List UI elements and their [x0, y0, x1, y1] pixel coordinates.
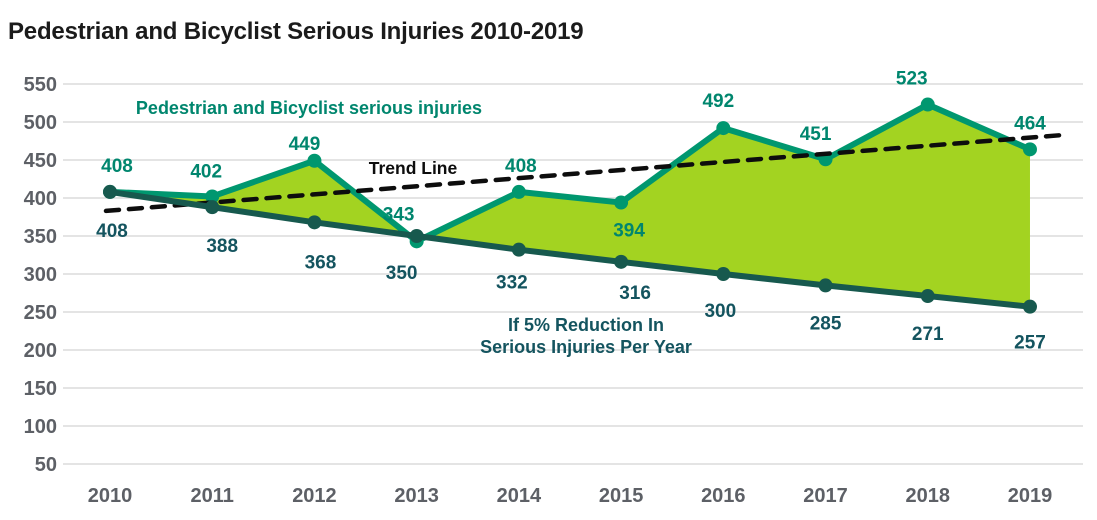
actual-data-point-marker — [920, 97, 935, 112]
x-axis-tick-label: 2019 — [1008, 485, 1053, 507]
y-axis-tick-label: 500 — [24, 112, 57, 134]
series1-label-annotation: Pedestrian and Bicyclist serious injurie… — [136, 98, 482, 118]
reduction-data-label: 257 — [1014, 333, 1046, 354]
actual-data-label: 451 — [800, 124, 832, 145]
actual-data-point-marker — [1022, 142, 1037, 157]
reduction-data-point-marker — [920, 289, 935, 304]
reduction-data-label: 285 — [810, 313, 842, 334]
x-axis-tick-label: 2011 — [191, 485, 234, 507]
reduction-data-point-marker — [103, 184, 117, 199]
x-axis-tick-label: 2015 — [599, 485, 644, 507]
reduction-data-point-marker — [818, 278, 833, 293]
trend-line — [103, 132, 1067, 214]
actual-series-line — [107, 101, 1033, 245]
y-axis-tick-label: 550 — [24, 74, 57, 96]
reduction-data-label: 316 — [619, 283, 651, 304]
x-axis-tick-label: 2016 — [701, 485, 746, 507]
actual-data-label: 408 — [505, 156, 537, 177]
x-axis-tick-label: 2014 — [497, 485, 542, 507]
reduction-data-label: 271 — [912, 324, 944, 345]
reduction-data-label: 332 — [496, 273, 528, 294]
reduction-data-label: 350 — [386, 263, 418, 284]
x-axis-tick-label: 2017 — [803, 485, 848, 507]
actual-data-label: 492 — [702, 91, 734, 112]
actual-data-label: 449 — [289, 134, 321, 155]
actual-data-label: 464 — [1014, 113, 1046, 134]
actual-data-point-marker — [614, 195, 629, 210]
y-axis-tick-label: 450 — [24, 150, 57, 172]
y-axis-tick-label: 200 — [24, 340, 57, 362]
reduction-data-point-marker — [307, 215, 322, 230]
chart-title: Pedestrian and Bicyclist Serious Injurie… — [8, 18, 584, 45]
actual-data-point-marker — [205, 189, 220, 204]
series2-label-annotation-line2: Serious Injuries Per Year — [480, 337, 692, 357]
y-axis-tick-label: 300 — [24, 264, 57, 286]
reduction-data-label: 300 — [704, 301, 736, 322]
area-fill — [110, 104, 1030, 307]
actual-data-label: 402 — [190, 161, 222, 182]
reduction-data-label: 408 — [96, 221, 128, 242]
y-axis-tick-label: 100 — [24, 416, 57, 438]
reduction-data-point-marker — [205, 200, 220, 215]
series2-label-annotation-line1: If 5% Reduction In — [508, 315, 664, 335]
trend-line-label: Trend Line — [369, 158, 458, 178]
reduction-data-point-marker — [716, 267, 731, 281]
reduction-data-label: 368 — [305, 252, 337, 273]
x-axis-tick-label: 2013 — [394, 485, 439, 507]
y-axis-tick-label: 350 — [24, 226, 57, 248]
actual-data-point-marker — [511, 184, 526, 199]
actual-data-label: 394 — [613, 221, 645, 242]
y-axis-tick-label: 50 — [35, 454, 57, 476]
y-axis-tick-label: 150 — [24, 378, 57, 400]
y-axis-tick-label: 400 — [24, 188, 57, 210]
actual-data-label: 408 — [101, 156, 133, 177]
reduction-data-label: 388 — [206, 236, 238, 257]
reduction-data-point-marker — [614, 254, 629, 269]
x-axis-tick-label: 2010 — [88, 485, 133, 507]
x-axis-tick-label: 2012 — [292, 485, 337, 507]
actual-data-label: 523 — [896, 69, 928, 90]
reduction-data-point-marker — [511, 242, 526, 257]
actual-data-point-marker — [307, 153, 322, 168]
x-axis-tick-label: 2018 — [906, 485, 951, 507]
actual-data-point-marker — [716, 121, 731, 136]
reduction-series-line — [107, 188, 1033, 310]
actual-data-label: 343 — [383, 204, 415, 225]
reduction-data-point-marker — [1022, 299, 1037, 314]
y-axis-tick-label: 250 — [24, 302, 57, 324]
reduction-data-point-marker — [409, 229, 424, 243]
